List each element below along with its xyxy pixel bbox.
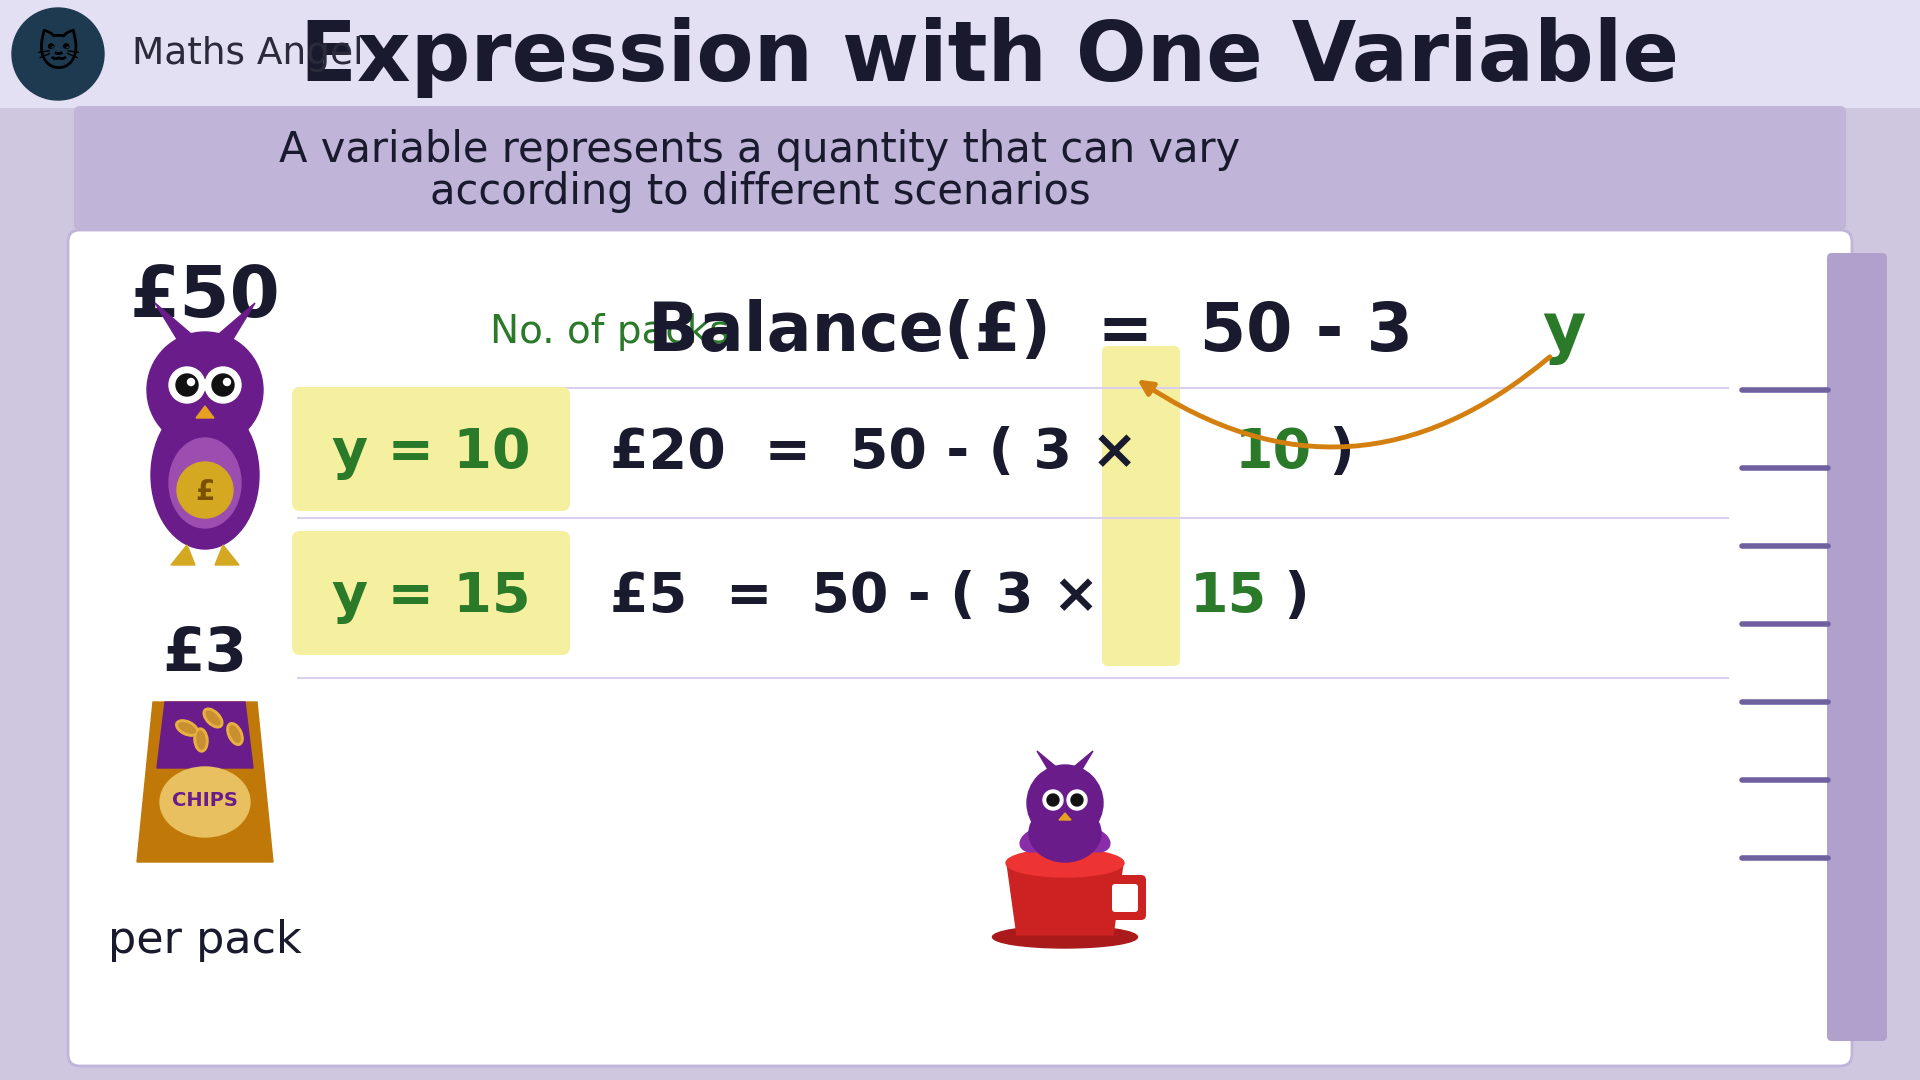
FancyBboxPatch shape: [67, 230, 1853, 1066]
Ellipse shape: [194, 728, 207, 752]
Ellipse shape: [1020, 828, 1054, 852]
Ellipse shape: [152, 401, 259, 549]
Circle shape: [177, 462, 232, 518]
Circle shape: [211, 374, 234, 396]
Text: A variable represents a quantity that can vary: A variable represents a quantity that ca…: [280, 129, 1240, 171]
Text: £: £: [196, 478, 215, 507]
Polygon shape: [171, 545, 196, 565]
Polygon shape: [1037, 751, 1062, 771]
Ellipse shape: [230, 726, 240, 742]
Text: 10: 10: [1235, 426, 1311, 480]
Polygon shape: [157, 702, 253, 768]
Ellipse shape: [177, 720, 198, 737]
Circle shape: [12, 8, 104, 100]
Text: £50: £50: [129, 264, 280, 333]
Polygon shape: [196, 406, 213, 418]
Ellipse shape: [1075, 828, 1110, 852]
Circle shape: [177, 374, 198, 396]
Polygon shape: [1006, 863, 1123, 935]
Text: Expression with One Variable: Expression with One Variable: [301, 17, 1680, 98]
Text: y = 10: y = 10: [332, 426, 530, 480]
Ellipse shape: [1029, 804, 1100, 862]
Polygon shape: [213, 303, 255, 339]
Circle shape: [188, 378, 194, 386]
FancyBboxPatch shape: [75, 106, 1845, 230]
Circle shape: [169, 367, 205, 403]
Ellipse shape: [159, 767, 250, 837]
Text: ): ): [1265, 570, 1309, 624]
Polygon shape: [156, 303, 198, 339]
Text: 🐱: 🐱: [36, 33, 81, 75]
FancyBboxPatch shape: [1108, 875, 1146, 920]
Polygon shape: [136, 702, 273, 862]
Text: £5  =  50 - ( 3 ×: £5 = 50 - ( 3 ×: [611, 570, 1119, 624]
Polygon shape: [215, 545, 238, 565]
Text: 15: 15: [1190, 570, 1267, 624]
Polygon shape: [1069, 751, 1092, 771]
Text: £20  =  50 - ( 3 ×: £20 = 50 - ( 3 ×: [611, 426, 1158, 480]
Text: £3: £3: [163, 625, 248, 685]
Ellipse shape: [1006, 849, 1123, 877]
FancyBboxPatch shape: [1112, 885, 1139, 912]
Text: y: y: [1542, 299, 1586, 365]
FancyBboxPatch shape: [292, 531, 570, 654]
Circle shape: [1068, 789, 1087, 810]
Circle shape: [205, 367, 242, 403]
Ellipse shape: [169, 438, 242, 528]
Text: Balance(£)  =  50 - 3: Balance(£) = 50 - 3: [649, 299, 1413, 365]
FancyBboxPatch shape: [0, 0, 1920, 108]
Text: according to different scenarios: according to different scenarios: [430, 171, 1091, 213]
Circle shape: [148, 332, 263, 448]
Circle shape: [223, 378, 230, 386]
Ellipse shape: [205, 711, 221, 725]
Circle shape: [1043, 789, 1064, 810]
Circle shape: [1046, 794, 1060, 806]
FancyBboxPatch shape: [292, 387, 570, 511]
Ellipse shape: [204, 708, 223, 728]
Text: y = 15: y = 15: [332, 570, 530, 624]
Text: ): ): [1309, 426, 1356, 480]
Ellipse shape: [227, 723, 244, 745]
Text: No. of packs:: No. of packs:: [490, 313, 743, 351]
Polygon shape: [1060, 813, 1071, 820]
Text: Maths Angel: Maths Angel: [132, 36, 363, 72]
Ellipse shape: [198, 731, 205, 748]
Ellipse shape: [993, 926, 1137, 948]
FancyBboxPatch shape: [1102, 346, 1181, 666]
FancyBboxPatch shape: [1828, 253, 1887, 1041]
Ellipse shape: [179, 723, 196, 733]
Text: CHIPS: CHIPS: [173, 791, 238, 810]
Text: per pack: per pack: [108, 918, 301, 961]
Circle shape: [1071, 794, 1083, 806]
Circle shape: [1027, 765, 1102, 841]
